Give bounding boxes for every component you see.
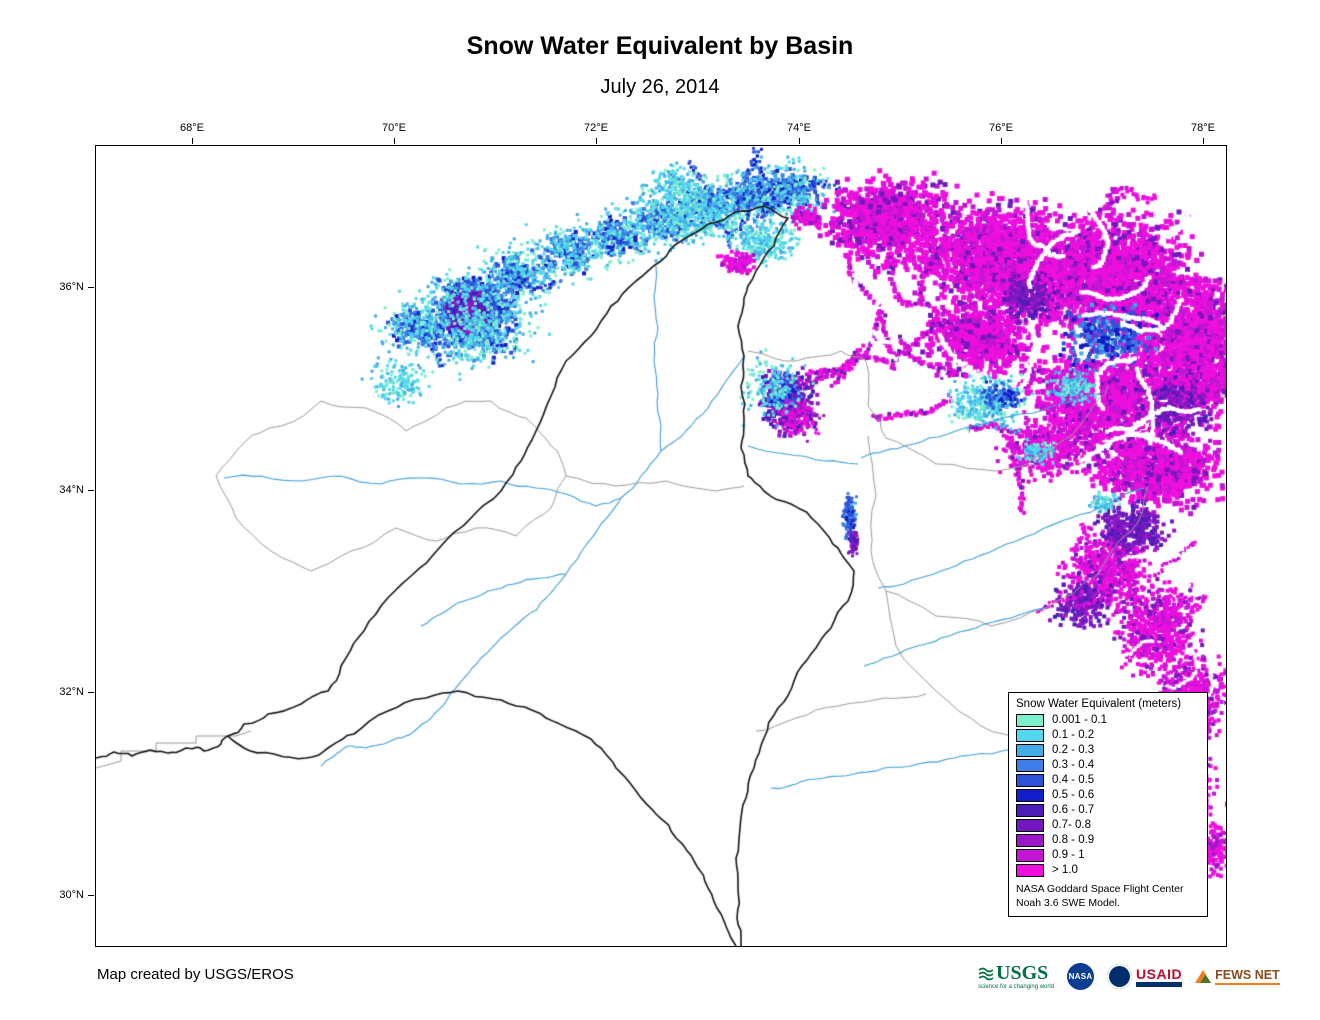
legend-label: 0.1 - 0.2 xyxy=(1052,730,1094,742)
legend-row: 0.001 - 0.1 xyxy=(1016,714,1200,727)
legend-row: 0.1 - 0.2 xyxy=(1016,729,1200,742)
legend-swatch xyxy=(1016,864,1044,877)
map-page: Snow Water Equivalent by Basin July 26, … xyxy=(0,0,1320,1020)
lat-tick-mark xyxy=(88,490,94,491)
legend-row: 0.6 - 0.7 xyxy=(1016,804,1200,817)
usaid-tagline-bar xyxy=(1136,982,1182,987)
usgs-tagline: science for a changing world xyxy=(978,984,1054,990)
logo-strip: USGS science for a changing world NASA U… xyxy=(978,963,1280,990)
lon-tick-mark xyxy=(596,138,597,144)
legend-row: 0.8 - 0.9 xyxy=(1016,834,1200,847)
legend-row: 0.5 - 0.6 xyxy=(1016,789,1200,802)
lon-tick-label: 78°E xyxy=(1191,122,1215,134)
legend-label: 0.8 - 0.9 xyxy=(1052,835,1094,847)
legend-label: 0.9 - 1 xyxy=(1052,850,1085,862)
usaid-logo-text: USAID xyxy=(1136,967,1182,981)
lon-tick-label: 74°E xyxy=(787,122,811,134)
lat-tick-label: 34°N xyxy=(40,484,84,496)
lat-tick-mark xyxy=(88,692,94,693)
legend-row: 0.4 - 0.5 xyxy=(1016,774,1200,787)
legend-title: Snow Water Equivalent (meters) xyxy=(1016,698,1200,710)
legend-swatch xyxy=(1016,849,1044,862)
lon-tick-label: 72°E xyxy=(584,122,608,134)
legend-row: 0.9 - 1 xyxy=(1016,849,1200,862)
legend-row: 0.2 - 0.3 xyxy=(1016,744,1200,757)
page-subtitle: July 26, 2014 xyxy=(0,76,1320,99)
legend-row: 0.7- 0.8 xyxy=(1016,819,1200,832)
legend-swatch xyxy=(1016,804,1044,817)
lat-tick-mark xyxy=(88,287,94,288)
legend-swatch xyxy=(1016,744,1044,757)
usgs-wave-icon xyxy=(978,966,994,981)
legend-entries: 0.001 - 0.1 0.1 - 0.2 0.2 - 0.3 0.3 - 0.4 0.… xyxy=(1016,714,1200,877)
lat-tick-label: 30°N xyxy=(40,889,84,901)
nasa-logo: NASA xyxy=(1067,963,1094,990)
lon-tick-label: 68°E xyxy=(180,122,204,134)
legend-row: > 1.0 xyxy=(1016,864,1200,877)
usgs-logo-text: USGS xyxy=(996,963,1048,983)
legend-label: > 1.0 xyxy=(1052,865,1078,877)
legend-label: 0.4 - 0.5 xyxy=(1052,775,1094,787)
map-credit: Map created by USGS/EROS xyxy=(97,966,294,983)
legend-swatch xyxy=(1016,774,1044,787)
fews-net-icon xyxy=(1195,970,1211,983)
legend-attribution: NASA Goddard Space Flight Center Noah 3.… xyxy=(1016,883,1200,910)
lon-tick-label: 76°E xyxy=(989,122,1013,134)
page-title: Snow Water Equivalent by Basin xyxy=(0,32,1320,61)
legend-swatch xyxy=(1016,789,1044,802)
fews-net-logo-text: FEWS NET xyxy=(1215,968,1280,985)
legend-swatch xyxy=(1016,714,1044,727)
lon-tick-mark xyxy=(192,138,193,144)
legend-label: 0.6 - 0.7 xyxy=(1052,805,1094,817)
legend-label: 0.001 - 0.1 xyxy=(1052,715,1107,727)
lon-tick-mark xyxy=(799,138,800,144)
lon-tick-label: 70°E xyxy=(382,122,406,134)
usgs-logo: USGS science for a changing world xyxy=(978,963,1054,990)
legend-row: 0.3 - 0.4 xyxy=(1016,759,1200,772)
lat-tick-mark xyxy=(88,895,94,896)
legend-label: 0.7- 0.8 xyxy=(1052,820,1091,832)
lat-tick-label: 36°N xyxy=(40,281,84,293)
legend-label: 0.2 - 0.3 xyxy=(1052,745,1094,757)
legend-swatch xyxy=(1016,834,1044,847)
legend-swatch xyxy=(1016,729,1044,742)
lon-tick-mark xyxy=(1001,138,1002,144)
usaid-seal-icon xyxy=(1107,964,1132,989)
legend-label: 0.3 - 0.4 xyxy=(1052,760,1094,772)
lon-tick-mark xyxy=(394,138,395,144)
legend-swatch xyxy=(1016,819,1044,832)
legend-attribution-line-2: Noah 3.6 SWE Model. xyxy=(1016,897,1200,911)
lon-tick-mark xyxy=(1203,138,1204,144)
legend-attribution-line-1: NASA Goddard Space Flight Center xyxy=(1016,883,1200,897)
nasa-logo-text: NASA xyxy=(1069,972,1093,981)
lat-tick-label: 32°N xyxy=(40,686,84,698)
fews-net-logo: FEWS NET xyxy=(1195,968,1280,985)
legend-label: 0.5 - 0.6 xyxy=(1052,790,1094,802)
legend-swatch xyxy=(1016,759,1044,772)
usaid-logo: USAID xyxy=(1107,964,1182,989)
map-legend: Snow Water Equivalent (meters) 0.001 - 0… xyxy=(1008,692,1208,917)
